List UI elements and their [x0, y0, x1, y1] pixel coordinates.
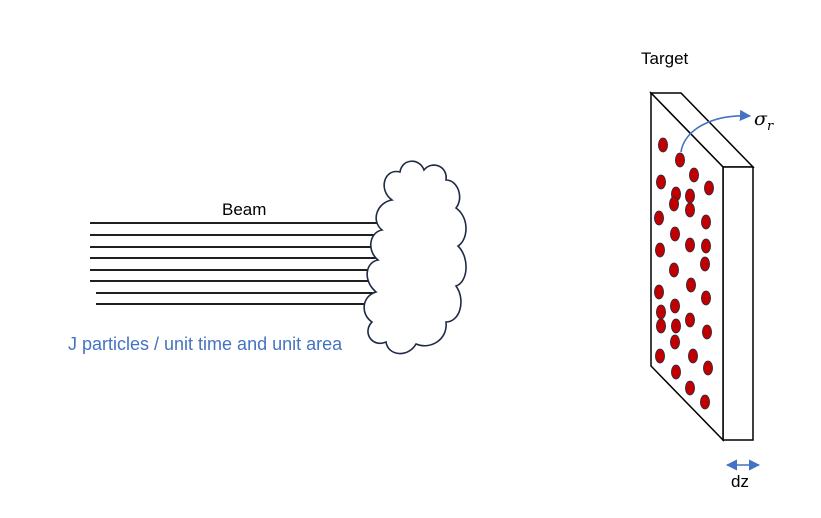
target-particles [654, 137, 715, 410]
cross-section-label: σr [754, 108, 773, 134]
target-particle [670, 334, 681, 350]
target-right-face [722, 166, 754, 441]
target-particle [701, 214, 712, 230]
thickness-label: dz [731, 472, 749, 491]
target-particle [669, 196, 680, 212]
target-particle [654, 284, 665, 300]
target-particle [655, 348, 666, 364]
target-particle [700, 256, 711, 272]
target-particle [702, 324, 713, 340]
interaction-cloud [363, 160, 467, 355]
target-particle [670, 226, 681, 242]
target-particle [685, 202, 696, 218]
target-particle [685, 312, 696, 328]
cross-section-arrow [680, 109, 752, 153]
target-front-face [650, 91, 724, 442]
target-particle [685, 237, 696, 253]
target-slab [649, 91, 755, 442]
target-particle [656, 318, 667, 334]
target-particle [656, 174, 667, 190]
beam-label: Beam [222, 200, 267, 219]
target-particle [701, 290, 712, 306]
target-particle [701, 238, 712, 254]
target-particle [670, 298, 681, 314]
target-particle [654, 210, 665, 226]
target-particle [658, 137, 669, 153]
flux-label: J particles / unit time and unit area [68, 334, 343, 354]
target-particle [689, 167, 700, 183]
target-particle [685, 188, 696, 204]
target-particle [686, 277, 697, 293]
target-particle [688, 348, 699, 364]
target-particle [669, 262, 680, 278]
target-label: Target [641, 49, 689, 68]
cross-section-symbol: σ [754, 108, 767, 130]
target-particle [700, 394, 711, 410]
target-particle [685, 380, 696, 396]
target-particle [671, 364, 682, 380]
cross-section-subscript: r [766, 118, 774, 134]
target-particle [655, 242, 666, 258]
target-particle [675, 152, 686, 168]
target-particle [703, 360, 714, 376]
target-particle [656, 304, 667, 320]
beam-lines [90, 222, 388, 305]
target-particle [704, 180, 715, 196]
target-particle [671, 318, 682, 334]
